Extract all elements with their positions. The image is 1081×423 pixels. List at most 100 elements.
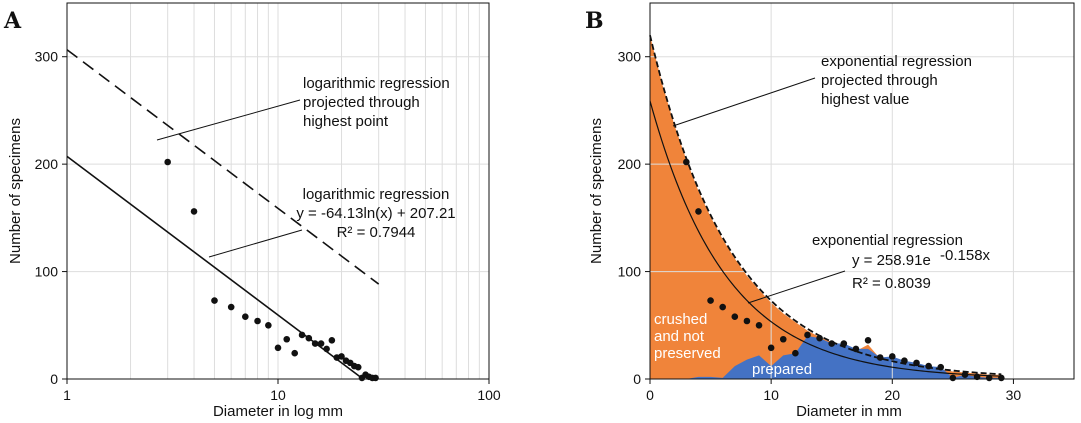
panel-a-data-point (317, 340, 325, 347)
panel-b-data-point (840, 340, 848, 347)
panel-a-regression-line1: logarithmic regression (303, 186, 450, 203)
panel-a-ticks: 1 10 100 0 100 200 300 (35, 49, 501, 403)
panel-b-data-point (816, 334, 823, 342)
panel-a-data-point (254, 317, 261, 325)
panel-b-regression-line1: exponential regression (812, 232, 963, 249)
panel-b-projected-line2: projected through (821, 72, 938, 89)
panel-b-x-tick-label: 20 (884, 387, 900, 403)
panel-b-data-point (755, 321, 763, 329)
panel-b-areas (650, 35, 1002, 379)
panel-a-points (164, 158, 379, 382)
panel-b-data-point (767, 344, 775, 352)
panel-a-x-axis-label: Diameter in log mm (213, 403, 343, 420)
panel-a-projected-line1: logarithmic regression (303, 75, 450, 92)
panel-b-data-point (901, 357, 908, 365)
panel-b-plot-frame (649, 2, 1075, 380)
panel-b-x-axis-label: Diameter in mm (796, 403, 902, 420)
panel-a-x-tick-label: 100 (477, 387, 501, 403)
panel-a-dashed-regression-line (66, 49, 380, 285)
panel-b-crushed-label-3: preserved (654, 345, 721, 362)
panel-a-regression-equation: y = -64.13ln(x) + 207.21 (296, 205, 455, 222)
panel-a-data-point (372, 374, 379, 382)
panel-b-grid (650, 3, 1074, 379)
panel-b-data-point (792, 349, 799, 357)
panel-a-letter: A (3, 8, 22, 34)
panel-b-data-point (998, 374, 1005, 382)
panel-a-y-tick-label: 300 (35, 49, 59, 65)
panel-a-data-point (311, 340, 319, 347)
panel-b-data-point (985, 374, 993, 382)
panel-b-y-axis-label: Number of specimens (588, 118, 605, 264)
panel-b-dashed-regression-curve (649, 35, 1002, 376)
panel-a-regression-leader (208, 229, 303, 258)
panel-b-regression-lines (649, 35, 1002, 377)
panel-a-data-point (338, 353, 345, 360)
panel-a-r-squared: R² = 0.7944 (337, 224, 416, 241)
panel-b-data-point (961, 371, 969, 379)
panel-a-y-tick-label: 0 (50, 371, 58, 387)
panel-a-x-tick-label: 1 (63, 387, 71, 403)
panel-b-data-point (779, 335, 787, 343)
panel-a-data-point (291, 349, 299, 357)
panel-a-data-point (164, 158, 171, 166)
panel-b-regression-exponent: -0.158x (940, 247, 991, 264)
panel-b-data-point (852, 345, 860, 353)
panel-b-projected-leader (672, 77, 816, 127)
panel-b-letter: B (585, 8, 604, 34)
panel-a-data-point (354, 363, 362, 371)
panel-b-prepared-area (686, 336, 1002, 379)
panel-b-crushed-area (650, 35, 1002, 379)
panel-b-points (683, 158, 1005, 382)
panel-b-y-tick-label: 0 (633, 371, 641, 387)
panel-b-x-tick-label: 30 (1006, 387, 1022, 403)
panel-b-projected-line1: exponential regression (821, 53, 972, 70)
panel-b-r-squared: R² = 0.8039 (852, 275, 931, 292)
panel-b-data-point (864, 337, 872, 344)
panel-a-projected-leader (156, 99, 301, 141)
panel-a-x-tick-label: 10 (270, 387, 286, 403)
panel-a-data-point (190, 208, 198, 215)
panel-b-data-point (888, 353, 896, 360)
panel-b-crushed-label-2: and not (654, 328, 705, 345)
panel-b-data-point (731, 313, 739, 320)
panel-b-y-tick-label: 200 (618, 156, 642, 172)
panel-b-x-tick-label: 0 (646, 387, 654, 403)
panel-a-data-point (227, 303, 235, 311)
panel-b-data-point (695, 208, 702, 215)
panel-b-data-point (937, 363, 945, 371)
panel-b-prepared-label: prepared (752, 361, 812, 378)
panel-b-crushed-label-1: crushed (654, 311, 707, 328)
panel-b-data-point (925, 362, 932, 370)
panel-a-data-point (211, 297, 218, 304)
panel-b-solid-regression-curve (649, 100, 1002, 377)
panel-a-data-point (242, 313, 249, 320)
panel-a-data-point (305, 334, 313, 342)
panel-b-data-point (719, 303, 726, 311)
panel-a-data-point (265, 321, 272, 329)
panel-b-data-point (804, 331, 811, 339)
panel-a: A 1 10 100 0 100 200 300 Diameter in log mm Nu… (3, 2, 501, 420)
panel-a-data-point (328, 337, 336, 344)
panel-b-y-tick-label: 100 (618, 264, 642, 280)
panel-a-projected-line3: highest point (303, 113, 389, 130)
panel-b-data-point (913, 359, 920, 367)
panel-b-data-point (828, 340, 836, 347)
panel-b-regression-equation: y = 258.91e (852, 252, 931, 269)
panel-b-projected-line3: highest value (821, 91, 909, 108)
panel-b-data-point (876, 354, 884, 361)
panel-a-data-point (274, 344, 282, 352)
panel-a-y-tick-label: 200 (35, 156, 59, 172)
panel-b-data-point (743, 317, 751, 325)
panel-a-y-tick-label: 100 (35, 264, 59, 280)
panel-a-grid (67, 3, 489, 379)
panel-a-y-axis-label: Number of specimens (7, 118, 24, 264)
panel-a-data-point (323, 345, 330, 353)
panel-b-data-point (683, 158, 690, 166)
panel-a-data-point (283, 335, 291, 343)
panel-b-data-point (949, 374, 957, 382)
panel-a-projected-line2: projected through (303, 94, 420, 111)
panel-b-y-tick-label: 300 (618, 49, 642, 65)
